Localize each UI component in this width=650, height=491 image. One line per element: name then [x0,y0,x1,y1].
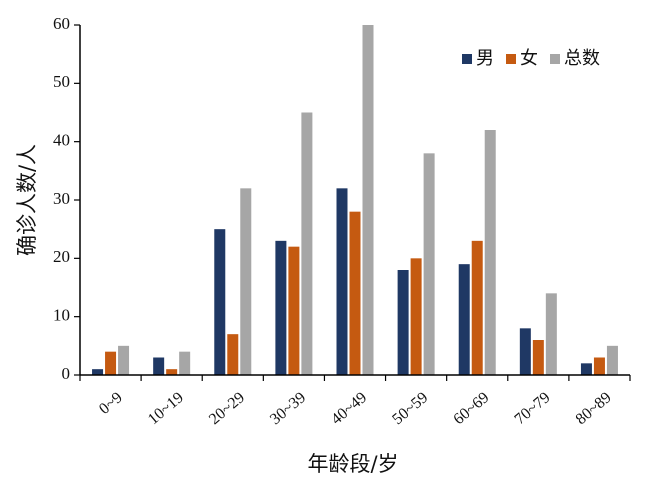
bar-男-0~9 [92,369,104,375]
x-tick-label: 50~59 [389,389,431,428]
legend-label-女: 女 [520,48,538,69]
legend-label-男: 男 [476,48,494,69]
y-ticks: 0 10 20 30 40 50 60 [53,14,80,383]
y-tick-label: 20 [53,247,70,266]
bar-男-20~29 [214,229,226,375]
legend-swatch-男 [462,54,472,64]
y-tick-label: 60 [53,14,70,33]
legend-label-总数: 总数 [564,48,600,69]
bar-女-70~79 [532,340,544,375]
bar-男-80~89 [580,363,592,375]
y-axis-title: 确诊人数/人 [15,144,39,256]
y-tick-label: 30 [53,189,70,208]
bar-总数-20~29 [240,188,252,375]
x-axis-title: 年龄段/岁 [307,452,398,476]
y-tick-label: 0 [62,364,71,383]
bar-男-30~39 [275,240,287,375]
bar-男-40~49 [336,188,348,375]
x-tick-label: 30~39 [267,389,309,428]
legend-swatch-总数 [550,54,560,64]
x-tick-label: 70~79 [512,389,554,428]
bar-总数-70~79 [545,293,557,375]
bar-女-30~39 [288,246,300,375]
bar-总数-80~89 [606,345,618,375]
bar-男-70~79 [519,328,531,375]
bar-总数-40~49 [362,25,374,375]
bar-总数-60~69 [484,130,496,375]
bar-男-60~69 [458,264,470,375]
bar-女-10~19 [166,369,178,375]
y-tick-label: 10 [53,306,70,325]
bars-layer [92,25,618,375]
bar-女-40~49 [349,211,361,375]
bar-女-0~9 [105,351,117,375]
bar-男-10~19 [153,357,165,375]
x-tick-label: 20~29 [206,389,248,428]
bar-总数-0~9 [118,345,130,375]
x-tick-label: 0~9 [96,389,126,418]
x-tick-label: 10~19 [145,389,187,428]
bar-总数-10~19 [179,351,191,375]
bar-女-80~89 [593,357,605,375]
bar-女-60~69 [471,240,483,375]
bar-总数-50~59 [423,153,435,375]
x-tick-label: 80~89 [573,389,615,428]
bar-总数-30~39 [301,112,313,375]
y-tick-label: 40 [53,131,70,150]
legend-swatch-女 [506,54,516,64]
bar-女-20~29 [227,334,239,375]
x-tick-label: 60~69 [450,389,492,428]
y-tick-label: 50 [53,72,70,91]
x-tick-label: 40~49 [328,389,370,428]
bar-男-50~59 [397,270,409,375]
legend: 男 女 总数 [462,48,600,69]
bar-女-50~59 [410,258,422,375]
x-ticks: 0~9 10~19 20~29 30~39 40~49 50~59 60~69 70~79 80… [79,375,631,428]
